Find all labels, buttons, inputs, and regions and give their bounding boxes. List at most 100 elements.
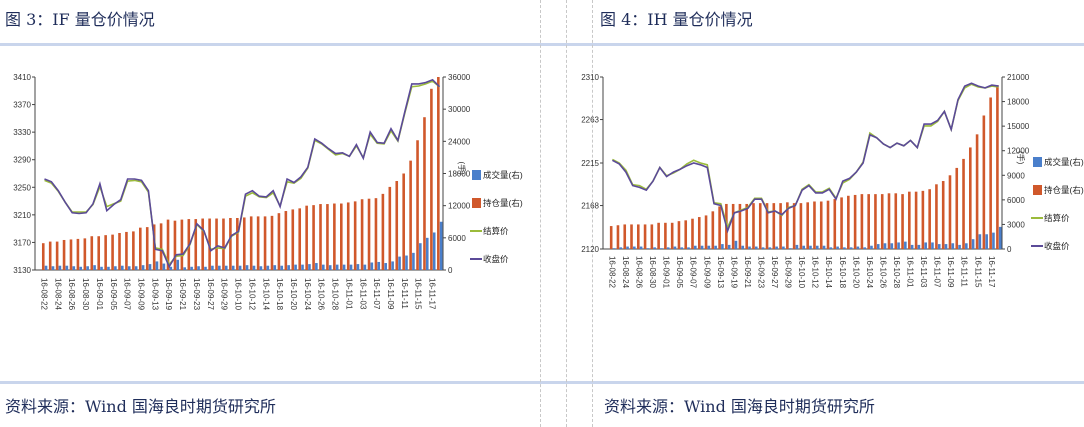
open-interest-bar xyxy=(374,198,378,270)
volume-bar xyxy=(51,266,55,270)
open-interest-bar xyxy=(229,217,232,270)
open-interest-bar xyxy=(989,97,992,249)
panel-divider xyxy=(566,0,567,427)
open-interest-bar xyxy=(935,184,938,249)
volume-bar xyxy=(204,266,207,270)
volume-bar xyxy=(335,264,339,270)
open-interest-bar xyxy=(921,190,925,249)
right-tick-label: 0 xyxy=(1007,245,1012,254)
open-interest-bar xyxy=(718,206,721,249)
open-interest-bar xyxy=(948,175,952,249)
volume-bar xyxy=(666,247,670,249)
source-note-ih: 资料来源：Wind 国海良时期货研究所 xyxy=(604,397,875,416)
open-interest-bar xyxy=(277,213,281,270)
x-tick-label: 16-10-20 xyxy=(289,278,298,311)
open-interest-bar xyxy=(159,223,163,270)
x-tick-label: 16-11-15 xyxy=(414,278,423,310)
open-interest-bar xyxy=(745,203,749,249)
x-tick-label: 16-11-17 xyxy=(428,278,437,310)
volume-bar xyxy=(439,221,443,270)
volume-bar xyxy=(809,245,812,249)
open-interest-bar xyxy=(874,194,877,249)
open-interest-bar xyxy=(738,203,742,249)
volume-bar xyxy=(134,266,138,270)
open-interest-bar xyxy=(975,134,979,249)
x-tick-label: 16-11-01 xyxy=(344,278,353,310)
open-interest-bar xyxy=(416,140,419,270)
x-tick-label: 16-08-22 xyxy=(607,256,616,289)
open-interest-bar xyxy=(779,203,782,249)
right-tick-label: 21000 xyxy=(1007,73,1030,82)
x-tick-label: 16-09-01 xyxy=(95,278,104,311)
source-note-if: 资料来源：Wind 国海良时期货研究所 xyxy=(5,397,276,416)
open-interest-bar xyxy=(180,219,184,270)
right-tick-label: 30000 xyxy=(448,105,471,114)
x-tick-label: 16-10-20 xyxy=(851,256,860,289)
x-tick-label: 16-09-23 xyxy=(192,278,201,311)
volume-bar xyxy=(727,244,731,249)
volume-bar xyxy=(377,261,381,270)
open-interest-bar xyxy=(423,117,426,270)
volume-bar xyxy=(349,264,353,270)
open-interest-bar xyxy=(284,211,288,270)
open-interest-bar xyxy=(758,203,762,249)
open-interest-bar xyxy=(194,219,198,270)
volume-bar xyxy=(79,266,83,270)
figure-caption-if: 图 3：IF 量仓价情况 xyxy=(5,10,155,29)
legend-label: 持仓量(右) xyxy=(1044,185,1084,195)
open-interest-bar xyxy=(319,204,322,270)
volume-bar xyxy=(384,263,387,270)
right-tick-label: 6000 xyxy=(1007,196,1025,205)
left-tick-label: 3290 xyxy=(13,156,31,165)
open-interest-bar xyxy=(256,216,260,270)
volume-bar xyxy=(218,265,221,270)
right-tick-label: 24000 xyxy=(448,137,471,146)
open-interest-bar xyxy=(111,234,114,270)
open-interest-bar xyxy=(799,203,803,249)
legend-swatch xyxy=(1033,185,1042,195)
volume-bar xyxy=(775,246,778,249)
volume-bar xyxy=(432,232,436,270)
x-tick-label: 16-10-28 xyxy=(331,278,340,311)
volume-bar xyxy=(86,266,89,270)
open-interest-bar xyxy=(326,204,329,270)
volume-bar xyxy=(44,265,48,270)
open-interest-bar xyxy=(242,217,246,270)
open-interest-bar xyxy=(908,191,911,249)
volume-bar xyxy=(802,245,806,249)
left-tick-label: 3410 xyxy=(13,73,31,82)
x-tick-label: 16-10-14 xyxy=(261,278,270,311)
open-interest-bar xyxy=(132,231,135,270)
volume-bar xyxy=(660,248,663,249)
open-interest-bar xyxy=(388,186,392,270)
volume-bar xyxy=(294,264,297,270)
volume-bar xyxy=(721,244,724,249)
open-interest-bar xyxy=(402,173,405,270)
open-interest-bar xyxy=(894,193,898,249)
volume-bar xyxy=(121,265,124,270)
x-tick-label: 16-10-26 xyxy=(878,256,887,289)
legend-label: 成交量(右) xyxy=(483,170,523,180)
x-tick-label: 16-08-24 xyxy=(621,256,630,289)
open-interest-bar xyxy=(48,241,52,270)
open-interest-bar xyxy=(792,203,796,249)
open-interest-bar xyxy=(962,158,965,249)
open-interest-bar xyxy=(353,201,357,270)
open-interest-bar xyxy=(409,160,412,270)
volume-bar xyxy=(280,265,284,270)
x-tick-label: 16-11-09 xyxy=(946,256,955,288)
x-tick-label: 16-10-24 xyxy=(303,278,312,311)
open-interest-bar xyxy=(41,243,45,270)
open-interest-bar xyxy=(901,194,904,249)
open-interest-bar xyxy=(62,239,66,270)
open-interest-bar xyxy=(813,201,816,249)
open-interest-bar xyxy=(312,205,315,270)
volume-bar xyxy=(405,255,408,270)
right-axis-unit: (手) xyxy=(457,162,467,176)
volume-bar xyxy=(197,266,200,270)
volume-bar xyxy=(266,265,270,270)
right-tick-label: 3000 xyxy=(1007,220,1025,229)
volume-bar xyxy=(398,256,401,270)
volume-bar xyxy=(863,247,866,249)
volume-bar xyxy=(301,264,304,270)
